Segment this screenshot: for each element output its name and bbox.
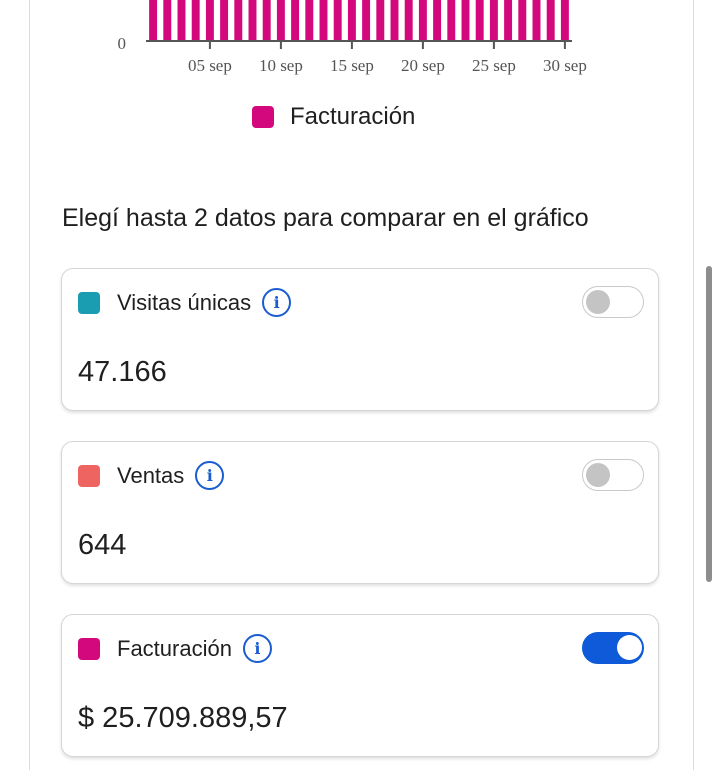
info-icon[interactable]: i — [262, 288, 292, 317]
chart-bar — [362, 0, 371, 41]
x-tick-label: 25 sep — [472, 56, 516, 75]
chart-bar — [532, 0, 541, 41]
compare-title: Elegí hasta 2 datos para comparar en el … — [62, 204, 589, 232]
metric-card-unique-visits[interactable]: Visitas únicas i 47.166 — [61, 268, 659, 411]
chart-bar — [347, 0, 356, 41]
chart-bar — [191, 0, 200, 41]
chart-bar — [234, 0, 243, 41]
metric-swatch — [78, 291, 100, 314]
metric-card-header: Visitas únicas i — [78, 288, 292, 317]
y-tick-label: 0 — [118, 34, 127, 53]
chart-bar — [319, 0, 328, 41]
chart-bar — [163, 0, 172, 41]
x-tick-label: 10 sep — [259, 56, 303, 75]
chart-legend: Facturación — [252, 103, 415, 131]
chart-bar — [475, 0, 484, 41]
info-icon[interactable]: i — [195, 461, 225, 490]
metric-value: 644 — [78, 529, 127, 561]
metric-value: $ 25.709.889,57 — [78, 702, 288, 734]
panel-right-border — [693, 0, 694, 770]
toggle-knob — [617, 635, 642, 660]
chart-bar — [305, 0, 314, 41]
chart-bar — [177, 0, 186, 41]
chart-bar — [248, 0, 257, 41]
chart-bar — [518, 0, 527, 41]
chart-bar — [276, 0, 285, 41]
chart-bars — [149, 0, 569, 41]
toggle-knob — [586, 290, 610, 314]
chart-bar — [560, 0, 569, 41]
metric-card-sales[interactable]: Ventas i 644 — [61, 441, 659, 584]
metric-swatch — [78, 637, 100, 660]
metric-card-header: Ventas i — [78, 461, 225, 490]
chart-bar — [418, 0, 427, 41]
metric-card-billing[interactable]: Facturación i $ 25.709.889,57 — [61, 614, 659, 757]
chart-bar — [404, 0, 413, 41]
chart-bar — [447, 0, 456, 41]
metric-card-header: Facturación i — [78, 634, 272, 663]
x-tick-label: 30 sep — [543, 56, 587, 75]
chart-bar — [504, 0, 513, 41]
billing-bar-chart: 05 sep 10 sep 15 sep 20 sep 25 sep 30 sep 0 — [118, 0, 587, 75]
chart-bar — [262, 0, 271, 41]
chart-bar — [149, 0, 158, 41]
chart-bar — [376, 0, 385, 41]
metric-toggle[interactable] — [582, 286, 644, 318]
chart-bar — [390, 0, 399, 41]
metric-swatch — [78, 464, 100, 487]
metric-label: Ventas — [117, 462, 185, 488]
chart-bar — [489, 0, 498, 41]
panel-left-border — [29, 0, 30, 770]
x-tick-label: 15 sep — [330, 56, 374, 75]
metric-label: Visitas únicas — [117, 289, 252, 315]
chart-bar — [220, 0, 229, 41]
info-icon[interactable]: i — [242, 634, 272, 663]
x-tick-label: 05 sep — [188, 56, 232, 75]
x-axis-ticks: 05 sep 10 sep 15 sep 20 sep 25 sep 30 sep — [188, 41, 587, 75]
scrollbar-thumb[interactable] — [706, 266, 712, 582]
legend-swatch — [252, 106, 274, 128]
chart-bar — [546, 0, 555, 41]
chart-bar — [461, 0, 470, 41]
x-tick-label: 20 sep — [401, 56, 445, 75]
metric-value: 47.166 — [78, 356, 167, 388]
metric-toggle[interactable] — [582, 459, 644, 491]
chart-bar — [433, 0, 442, 41]
chart-bar — [333, 0, 342, 41]
metric-label: Facturación — [117, 635, 232, 661]
chart-bar — [291, 0, 300, 41]
chart-bar — [205, 0, 214, 41]
toggle-knob — [586, 463, 610, 487]
legend-label: Facturación — [290, 103, 416, 130]
metric-toggle[interactable] — [582, 632, 644, 664]
